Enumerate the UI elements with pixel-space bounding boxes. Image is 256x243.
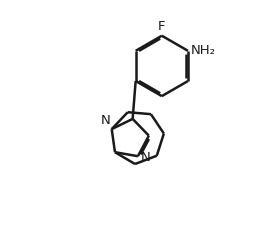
Text: N: N bbox=[101, 114, 111, 127]
Text: NH₂: NH₂ bbox=[191, 44, 216, 57]
Text: F: F bbox=[158, 20, 166, 33]
Text: N: N bbox=[141, 151, 151, 164]
